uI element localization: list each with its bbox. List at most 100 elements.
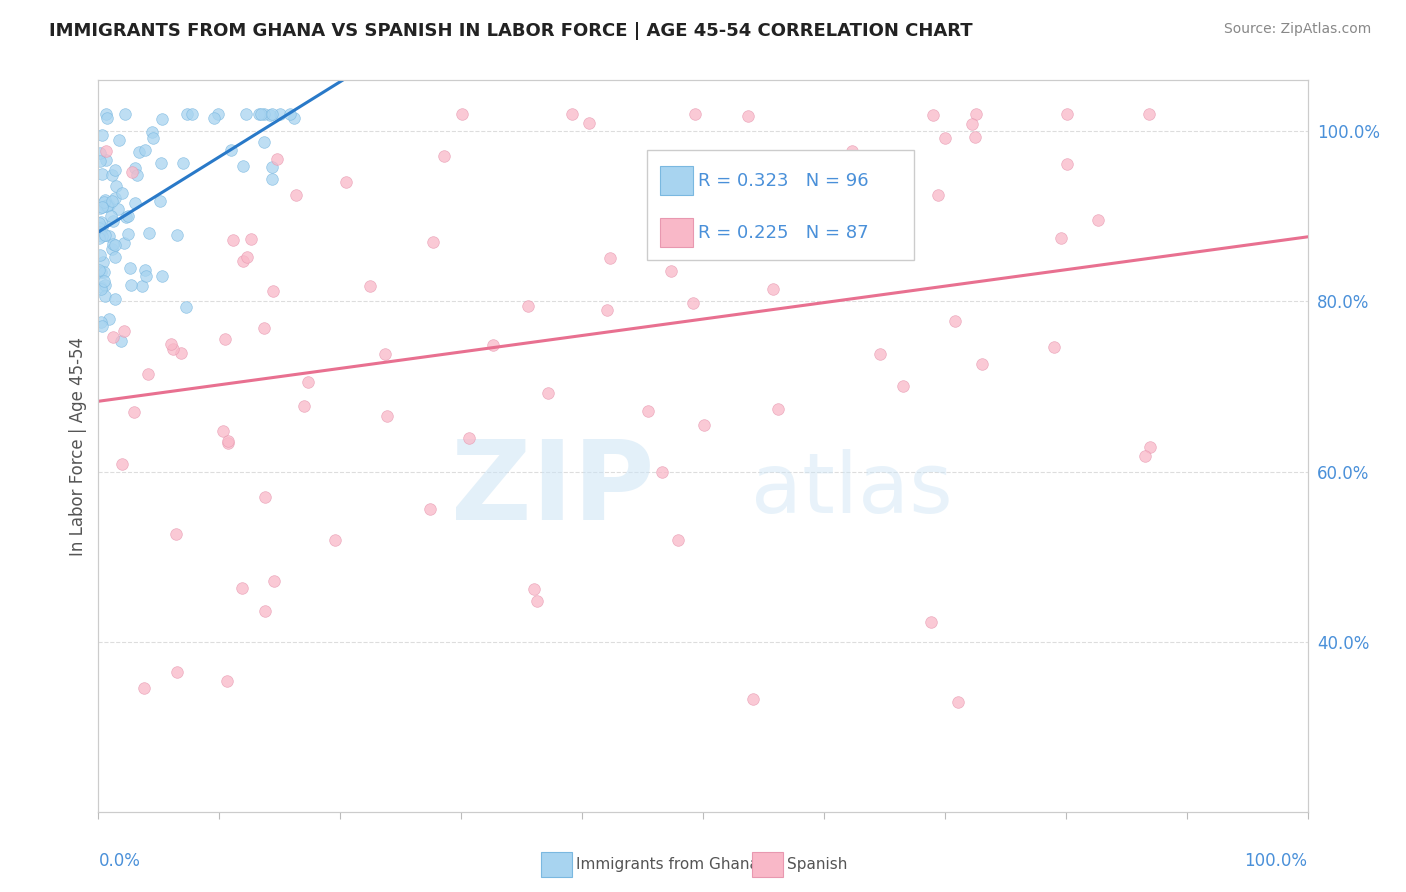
Point: [260, 160, 283, 174]
Point: [202, 111, 225, 125]
Point: [682, 295, 704, 310]
Point: [90, 279, 112, 293]
Point: [693, 418, 716, 433]
Point: [142, 131, 165, 145]
Point: [260, 107, 283, 121]
Point: [90, 265, 112, 279]
Point: [375, 409, 398, 423]
Text: IMMIGRANTS FROM GHANA VS SPANISH IN LABOR FORCE | AGE 45-54 CORRELATION CHART: IMMIGRANTS FROM GHANA VS SPANISH IN LABO…: [49, 22, 973, 40]
Point: [596, 303, 619, 318]
Point: [215, 673, 238, 688]
Point: [124, 161, 146, 175]
Point: [232, 159, 254, 173]
Point: [946, 695, 969, 709]
Point: [1137, 107, 1160, 121]
Point: [260, 171, 283, 186]
Point: [1139, 440, 1161, 454]
Point: [90, 315, 112, 329]
Point: [170, 345, 193, 359]
Point: [374, 347, 396, 361]
Point: [150, 156, 173, 170]
Point: [648, 244, 671, 258]
Point: [98, 198, 121, 212]
Point: [101, 330, 124, 344]
Point: [285, 188, 308, 202]
Point: [141, 125, 163, 139]
Point: [89, 262, 111, 277]
Point: [159, 336, 181, 351]
Point: [104, 238, 127, 252]
Point: [93, 274, 115, 288]
Point: [966, 107, 988, 121]
Point: [266, 153, 288, 167]
Point: [89, 231, 111, 245]
Point: [761, 281, 783, 295]
Point: [235, 107, 257, 121]
Point: [96, 199, 118, 213]
Point: [93, 265, 115, 279]
Text: Immigrants from Ghana: Immigrants from Ghana: [576, 857, 759, 871]
Point: [934, 131, 956, 145]
Point: [920, 615, 942, 630]
Point: [89, 248, 111, 262]
Point: [214, 332, 236, 346]
Point: [172, 155, 194, 169]
Text: Spanish: Spanish: [787, 857, 848, 871]
Point: [117, 227, 139, 241]
Point: [661, 199, 683, 213]
Point: [259, 108, 281, 122]
Point: [359, 278, 381, 293]
Text: ZIP: ZIP: [451, 436, 655, 543]
Point: [174, 300, 197, 314]
Point: [94, 144, 117, 158]
Point: [120, 278, 142, 293]
Point: [536, 386, 558, 401]
Point: [1133, 450, 1156, 464]
Point: [217, 436, 239, 450]
Point: [737, 109, 759, 123]
Point: [247, 107, 270, 121]
Point: [135, 269, 157, 284]
Text: Source: ZipAtlas.com: Source: ZipAtlas.com: [1223, 22, 1371, 37]
Point: [150, 268, 173, 283]
Point: [637, 403, 659, 417]
Point: [91, 229, 114, 244]
Point: [134, 263, 156, 277]
Point: [94, 107, 117, 121]
Point: [107, 202, 129, 217]
Point: [292, 399, 315, 413]
Point: [253, 136, 276, 150]
Point: [90, 215, 112, 229]
Point: [112, 235, 135, 250]
Point: [278, 107, 301, 121]
Point: [734, 235, 756, 249]
Point: [111, 457, 134, 471]
Point: [766, 401, 789, 416]
Point: [1050, 230, 1073, 244]
Point: [166, 228, 188, 243]
Text: 0.0%: 0.0%: [98, 852, 141, 870]
Point: [96, 198, 118, 212]
Point: [122, 405, 145, 419]
Point: [742, 692, 765, 706]
Point: [89, 154, 111, 169]
Point: [91, 167, 114, 181]
Point: [96, 111, 118, 125]
Point: [578, 116, 600, 130]
Point: [1043, 340, 1066, 354]
Point: [87, 220, 110, 235]
Point: [458, 431, 481, 445]
Point: [100, 168, 122, 182]
Point: [181, 107, 204, 121]
Point: [104, 162, 127, 177]
Point: [683, 107, 706, 121]
Point: [89, 146, 111, 161]
Point: [100, 194, 122, 208]
Point: [94, 193, 117, 207]
Point: [212, 424, 235, 438]
Point: [960, 117, 983, 131]
Point: [219, 143, 242, 157]
Point: [217, 434, 239, 448]
Point: [110, 334, 132, 348]
Point: [134, 143, 156, 157]
